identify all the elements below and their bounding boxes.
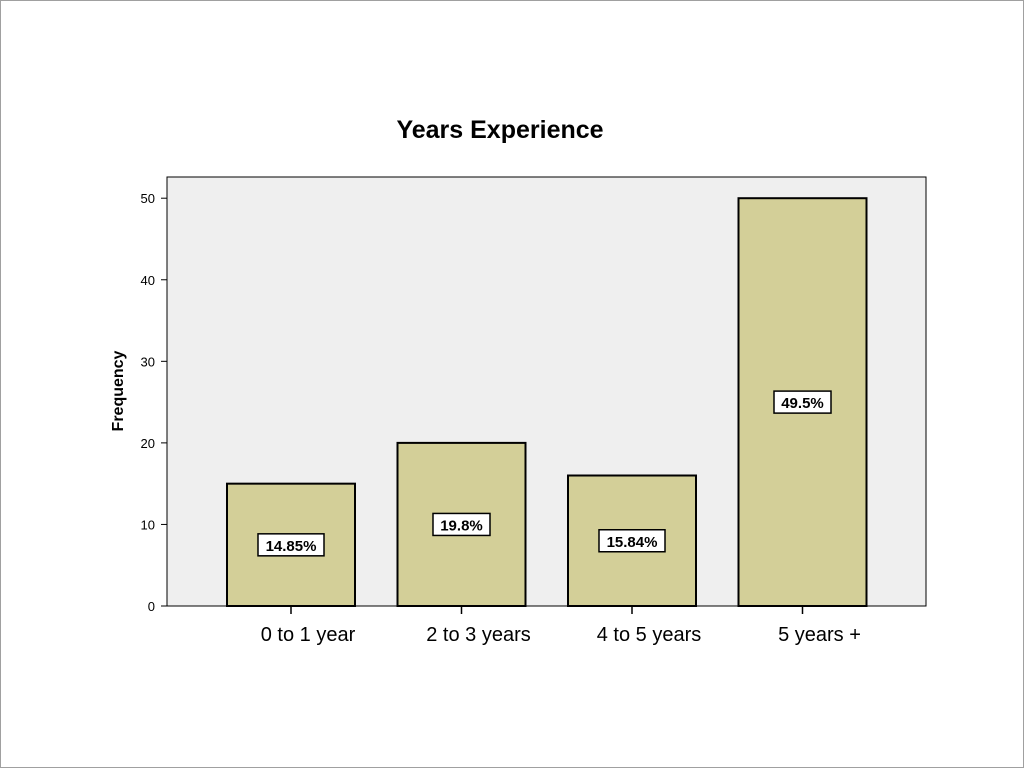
- data-label: 49.5%: [781, 395, 824, 412]
- data-label-box: [432, 512, 491, 537]
- data-label-box: [773, 390, 832, 414]
- x-tick-label: 2 to 3 years: [426, 624, 531, 646]
- y-tick-label: 20: [141, 436, 155, 451]
- y-axis-label: Frequency: [110, 350, 127, 431]
- data-label: 19.8%: [440, 517, 483, 534]
- chart-title: Years Experience: [396, 116, 603, 144]
- y-tick-label: 30: [141, 354, 155, 369]
- x-tick-label: 0 to 1 year: [261, 624, 356, 646]
- y-tick-label: 50: [141, 191, 155, 206]
- data-label: 14.85%: [266, 538, 317, 555]
- data-label: 15.84%: [607, 534, 658, 551]
- x-tick-label: 5 years +: [778, 624, 861, 646]
- x-tick-label: 4 to 5 years: [597, 624, 702, 646]
- data-label-box: [257, 533, 325, 557]
- y-tick-label: 40: [141, 273, 155, 288]
- y-tick-label: 0: [148, 599, 155, 614]
- y-tick-label: 10: [141, 517, 155, 532]
- data-label-box: [598, 529, 666, 553]
